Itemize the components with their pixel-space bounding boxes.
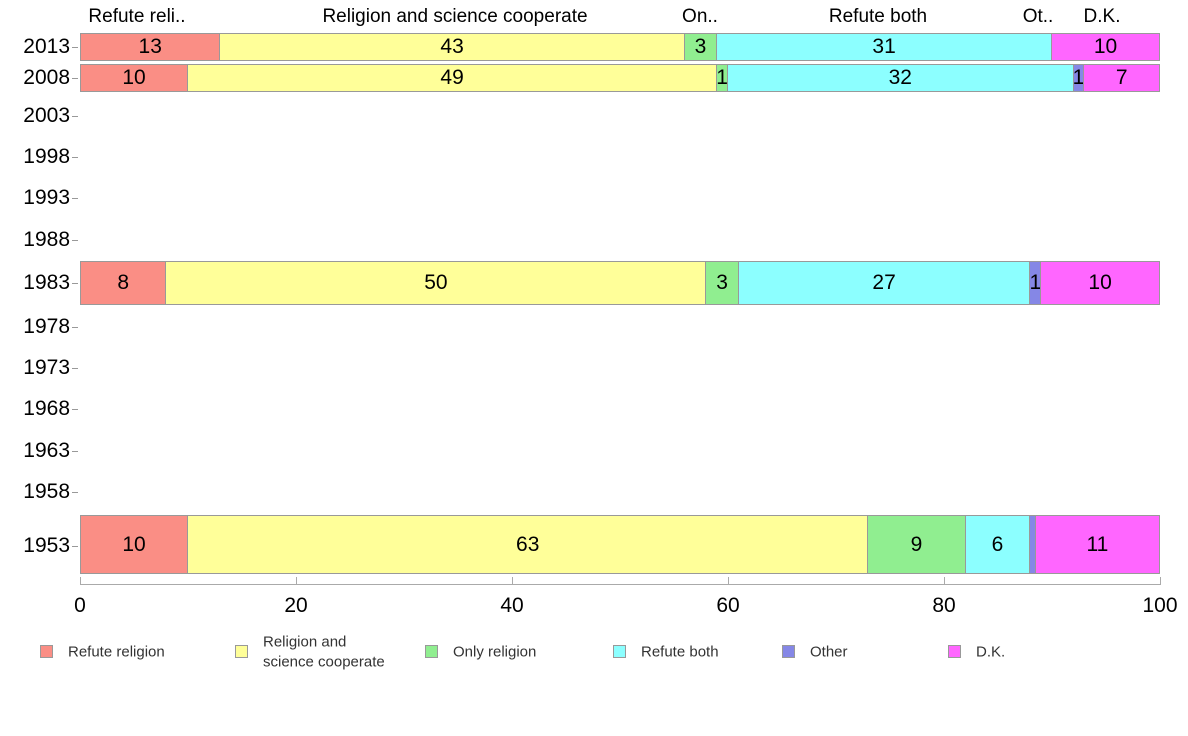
legend-swatch-religion-and-science-cooperate [235, 645, 248, 658]
x-axis-line [80, 584, 1161, 585]
y-axis-label: 2008 [23, 66, 70, 89]
y-axis-label: 1973 [23, 356, 70, 379]
bar-segment-only-religion: 9 [867, 515, 966, 574]
y-axis-label: 2003 [23, 104, 70, 127]
legend-label: Only religion [453, 643, 537, 661]
bar-segment-d-k: 10 [1040, 261, 1160, 305]
y-axis-tick [72, 451, 78, 452]
column-header: Religion and science cooperate [322, 6, 588, 27]
y-axis-tick [72, 546, 78, 547]
bar-segment-d-k: 11 [1034, 515, 1160, 574]
bar-segment-refute-religion: 10 [80, 64, 188, 92]
bar-segment-refute-both: 31 [716, 33, 1052, 61]
x-axis-tick [1160, 577, 1161, 584]
bar-segment-d-k: 7 [1083, 64, 1160, 92]
bar-segment-refute-religion: 8 [80, 261, 167, 305]
y-axis-tick [72, 368, 78, 369]
y-axis-label: 1998 [23, 145, 70, 168]
legend-label: Religion and science cooperate [263, 633, 385, 671]
bar-segment-refute-religion: 13 [80, 33, 221, 61]
y-axis-tick [72, 198, 78, 199]
column-header: On.. [682, 6, 718, 27]
y-axis-label: 1953 [23, 534, 70, 557]
legend-label: Other [810, 643, 848, 661]
x-axis-tick-label: 60 [716, 594, 740, 617]
y-axis-tick [72, 409, 78, 410]
legend-label: Refute religion [68, 643, 165, 661]
bar-segment-religion-and-science-cooperate: 49 [187, 64, 718, 92]
bar-segment-d-k: 10 [1051, 33, 1160, 61]
bar-segment-only-religion: 3 [705, 261, 739, 305]
y-axis-label: 1978 [23, 315, 70, 338]
column-header: Refute reli.. [88, 6, 186, 27]
x-axis-tick-label: 20 [284, 594, 308, 617]
y-axis-tick [72, 240, 78, 241]
x-axis-tick [944, 577, 945, 584]
legend-swatch-d-k [948, 645, 961, 658]
x-axis-tick-label: 100 [1142, 594, 1178, 617]
y-axis-label: 1963 [23, 439, 70, 462]
y-axis-tick [72, 47, 78, 48]
bar-segment-religion-and-science-cooperate: 43 [219, 33, 685, 61]
x-axis-tick-label: 40 [500, 594, 524, 617]
bar-segment-religion-and-science-cooperate: 50 [165, 261, 707, 305]
legend-label: Refute both [641, 643, 719, 661]
bar-segment-only-religion: 3 [683, 33, 718, 61]
bar-segment-refute-both: 6 [964, 515, 1031, 574]
legend-swatch-refute-religion [40, 645, 53, 658]
y-axis-label: 1993 [23, 186, 70, 209]
column-header: D.K. [1083, 6, 1121, 27]
legend-label: D.K. [976, 643, 1006, 661]
bar-segment-religion-and-science-cooperate: 63 [187, 515, 869, 574]
y-axis-label: 2013 [23, 35, 70, 58]
legend-swatch-only-religion [425, 645, 438, 658]
column-header: Ot.. [1022, 6, 1054, 27]
bar-segment-refute-religion: 10 [80, 515, 188, 574]
y-axis-tick [72, 327, 78, 328]
bar-segment-refute-both: 32 [727, 64, 1074, 92]
y-axis-label: 1983 [23, 271, 70, 294]
legend-swatch-refute-both [613, 645, 626, 658]
y-axis-tick [72, 116, 78, 117]
y-axis-tick [72, 283, 78, 284]
y-axis-label: 1988 [23, 228, 70, 251]
y-axis-tick [72, 492, 78, 493]
legend-swatch-other [782, 645, 795, 658]
y-axis-tick [72, 78, 78, 79]
x-axis-tick [296, 577, 297, 584]
y-axis-tick [72, 157, 78, 158]
y-axis-label: 1958 [23, 480, 70, 503]
x-axis-tick [512, 577, 513, 584]
x-axis-tick-label: 0 [74, 594, 86, 617]
x-axis-tick [728, 577, 729, 584]
x-axis-tick-label: 80 [932, 594, 956, 617]
bar-segment-refute-both: 27 [737, 261, 1031, 305]
y-axis-label: 1968 [23, 397, 70, 420]
column-header: Refute both [828, 6, 928, 27]
x-axis-tick [80, 577, 81, 584]
